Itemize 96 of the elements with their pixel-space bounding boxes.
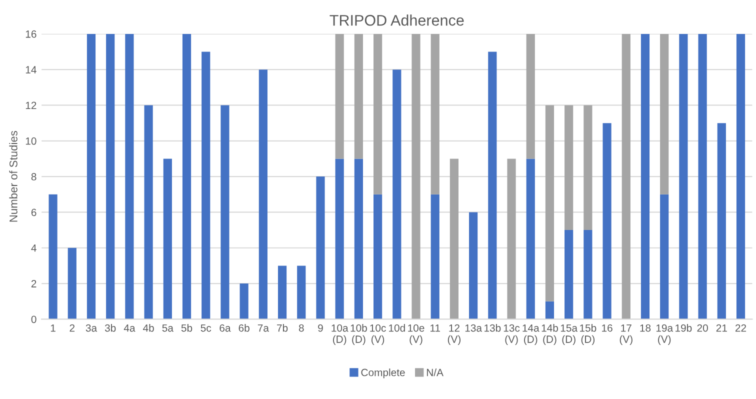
x-tick-label: 10c (V) xyxy=(370,324,386,345)
y-tick-label: 0 xyxy=(31,316,36,324)
x-tick-label: 7b xyxy=(277,324,288,332)
bar xyxy=(526,158,535,320)
bar xyxy=(240,284,248,320)
x-tick-label: 3a xyxy=(86,324,98,332)
y-axis-title: Number of Studies xyxy=(9,130,18,222)
bar xyxy=(202,52,210,320)
bar xyxy=(354,34,363,159)
bar xyxy=(736,34,746,320)
bar xyxy=(144,105,153,320)
x-tick-label: 12 (V) xyxy=(448,324,461,345)
bar xyxy=(564,105,574,230)
bar xyxy=(125,34,134,320)
bar xyxy=(106,34,115,320)
bar xyxy=(182,34,192,320)
bar xyxy=(430,34,440,194)
bar xyxy=(48,194,58,320)
x-tick-label: 17 (V) xyxy=(620,324,632,345)
y-tick-label: 4 xyxy=(31,244,36,252)
bar xyxy=(469,212,478,320)
y-tick-label: 8 xyxy=(31,173,36,180)
bar xyxy=(488,52,497,320)
bar xyxy=(450,158,459,320)
x-tick-label: 19b xyxy=(676,324,692,332)
y-tick-label: 14 xyxy=(26,66,36,74)
x-tick-label: 15a (D) xyxy=(560,324,578,345)
x-tick-label: 1 xyxy=(50,324,56,332)
bar xyxy=(584,230,592,320)
bar xyxy=(68,248,76,320)
x-tick-label: 10e (V) xyxy=(408,324,424,345)
bar xyxy=(602,123,612,320)
bar xyxy=(163,158,172,320)
chart-title: TRIPOD Adherence xyxy=(330,14,464,26)
bar xyxy=(679,34,688,320)
bar xyxy=(545,105,554,302)
bar xyxy=(335,158,344,320)
bar xyxy=(430,194,440,320)
x-tick-label: 13a xyxy=(465,324,482,332)
bar xyxy=(660,34,669,194)
y-tick-label: 16 xyxy=(26,30,36,38)
x-tick-label: 16 xyxy=(602,324,612,332)
x-tick-label: 14b (D) xyxy=(542,324,558,345)
bar xyxy=(640,34,650,320)
bar xyxy=(278,266,287,320)
x-tick-label: 15b (D) xyxy=(580,324,596,345)
bar xyxy=(316,176,325,320)
x-tick-label: 19a (V) xyxy=(656,324,674,345)
x-tick-label: 13b xyxy=(484,324,501,332)
x-tick-label: 11 xyxy=(430,324,440,332)
bar xyxy=(392,70,402,320)
bar xyxy=(717,123,726,320)
bar xyxy=(526,34,535,159)
x-tick-label: 2 xyxy=(70,324,75,332)
y-tick-label: 10 xyxy=(26,137,36,145)
x-tick-label: 7a xyxy=(258,324,269,332)
x-tick-label: 3b xyxy=(104,324,116,332)
x-tick-label: 5c xyxy=(200,324,212,332)
bar xyxy=(258,70,268,320)
x-tick-label: 9 xyxy=(318,324,323,332)
legend-label: N/A xyxy=(426,368,444,376)
y-tick-label: 12 xyxy=(26,102,36,110)
x-tick-label: 21 xyxy=(716,324,727,332)
x-tick-label: 22 xyxy=(735,324,746,332)
legend-label: Complete xyxy=(361,368,405,378)
x-tick-label: 6b xyxy=(238,324,250,332)
bar xyxy=(86,34,96,320)
bar xyxy=(297,266,306,320)
x-tick-label: 5a xyxy=(162,324,174,332)
bar xyxy=(354,158,363,320)
x-tick-label: 10b (D) xyxy=(350,324,367,345)
x-tick-label: 8 xyxy=(298,324,304,332)
x-tick-label: 5b xyxy=(181,324,192,332)
y-tick-label: 6 xyxy=(31,208,36,216)
x-tick-label: 10d xyxy=(389,324,405,332)
bar xyxy=(220,105,230,320)
x-tick-label: 18 xyxy=(640,324,651,332)
bar xyxy=(374,34,382,194)
bar xyxy=(584,105,592,230)
x-tick-label: 13c (V) xyxy=(504,324,520,345)
x-tick-label: 10a (D) xyxy=(332,324,348,345)
bar xyxy=(660,194,669,320)
bar xyxy=(412,34,420,320)
x-tick-label: 4b xyxy=(143,324,154,332)
bar xyxy=(507,158,516,320)
bar xyxy=(564,230,574,320)
x-tick-label: 4a xyxy=(124,324,136,332)
bar xyxy=(374,194,382,320)
bar xyxy=(698,34,707,320)
y-tick-label: 2 xyxy=(31,280,36,288)
bar xyxy=(335,34,344,159)
x-tick-label: 14a (D) xyxy=(522,324,540,345)
bar xyxy=(545,301,554,320)
bar xyxy=(622,34,630,320)
x-tick-label: 6a xyxy=(220,324,231,332)
x-tick-label: 20 xyxy=(697,324,708,332)
